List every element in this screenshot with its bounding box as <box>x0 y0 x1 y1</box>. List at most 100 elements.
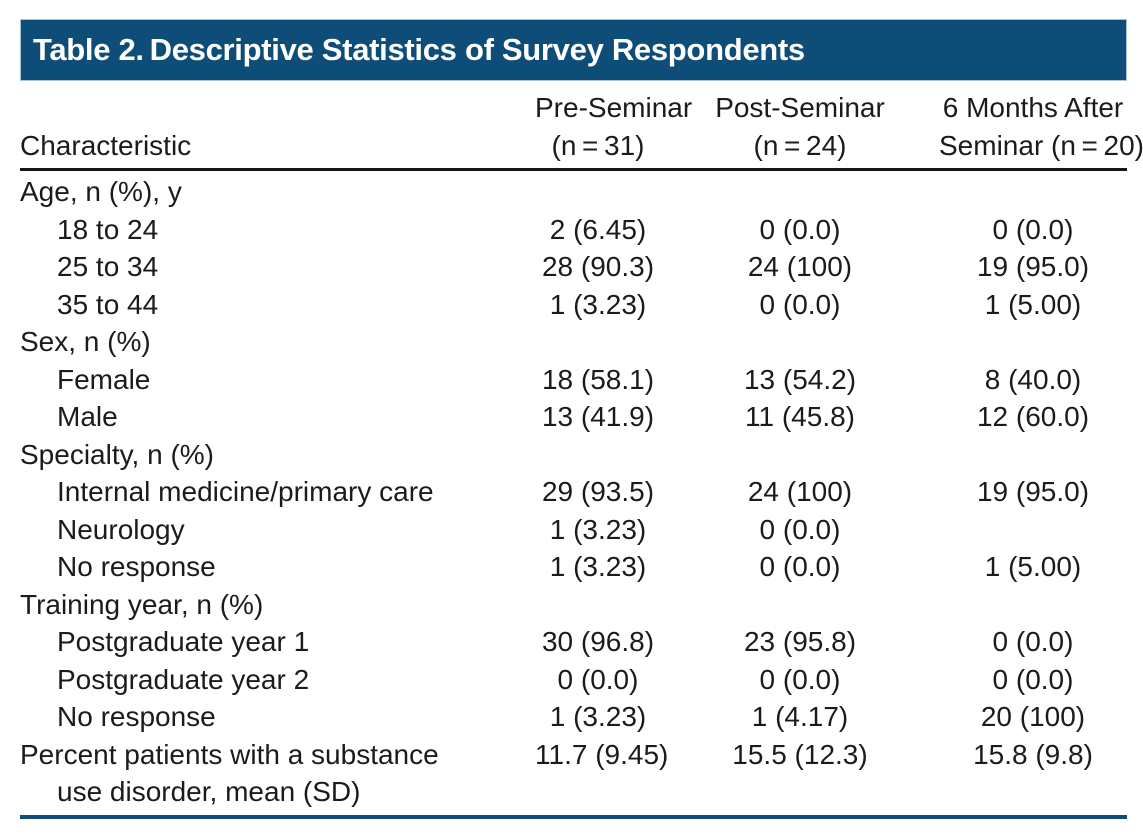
table-row: Sex, n (%) <box>20 323 1127 361</box>
row-label-line1: 35 to 44 <box>57 288 159 320</box>
cell-post-seminar: 11 (45.8) <box>745 401 855 432</box>
row-label: No response <box>20 698 535 736</box>
cell-pre-seminar: 1 (3.23) <box>549 551 647 582</box>
column-header-pre-seminar: Pre-Seminar (n = 31) <box>535 89 693 165</box>
row-label: Female <box>20 361 535 399</box>
cell-six-months-after: 0 (0.0) <box>992 663 1074 695</box>
column-header-pre-seminar-line1: Pre-Seminar <box>535 92 693 123</box>
table-body: Age, n (%), y 18 to 24 2 (6.45) 0 (0.0) … <box>20 171 1127 811</box>
row-label: Male <box>20 398 535 436</box>
cell-six-months-after: 8 (40.0) <box>984 363 1082 395</box>
row-label: 35 to 44 <box>20 286 535 324</box>
cell-pre-seminar: 11.7 (9.45) <box>535 738 669 770</box>
cell-pre-seminar: 28 (90.3) <box>541 251 655 282</box>
cell-post-seminar: 23 (95.8) <box>743 626 857 657</box>
row-label-line1: 25 to 34 <box>57 251 159 282</box>
column-header-pre-seminar-line2: (n = 31) <box>551 130 645 161</box>
cell-six-months-after: 19 (95.0) <box>976 251 1090 282</box>
row-label-line1: Postgraduate year 1 <box>57 626 310 657</box>
table-row: Neurology 1 (3.23) 0 (0.0) <box>20 511 1127 549</box>
cell-six-months-after: 12 (60.0) <box>976 401 1090 432</box>
column-header-characteristic: Characteristic <box>20 130 192 161</box>
table-row: 35 to 44 1 (3.23) 0 (0.0) 1 (5.00) <box>20 286 1127 324</box>
table-row: Postgraduate year 1 30 (96.8) 23 (95.8) … <box>20 623 1127 661</box>
cell-pre-seminar: 13 (41.9) <box>541 401 655 432</box>
row-label-line1: Female <box>57 363 151 395</box>
column-header-post-seminar-line1: Post-Seminar <box>715 92 885 123</box>
table-row: Male 13 (41.9) 11 (45.8) 12 (60.0) <box>20 398 1127 436</box>
column-header-six-months-after-line2: Seminar (n = 20) <box>939 130 1143 161</box>
column-header-post-seminar: Post-Seminar (n = 24) <box>661 89 939 165</box>
cell-pre-seminar: 30 (96.8) <box>541 626 655 657</box>
row-label: Age, n (%), y <box>20 173 535 211</box>
row-label-line1: Specialty, n (%) <box>20 438 214 470</box>
row-label-line1: 18 to 24 <box>57 213 159 245</box>
table-header-row: Characteristic Pre-Seminar (n = 31) Post… <box>20 81 1143 165</box>
row-label: Neurology <box>20 511 535 549</box>
cell-six-months-after: 19 (95.0) <box>976 476 1090 507</box>
table-row: Internal medicine/primary care 29 (93.5)… <box>20 473 1127 511</box>
table-row: 18 to 24 2 (6.45) 0 (0.0) 0 (0.0) <box>20 211 1127 249</box>
cell-post-seminar: 13 (54.2) <box>743 363 857 395</box>
cell-six-months-after: 15.8 (9.8) <box>973 738 1093 770</box>
row-label: Specialty, n (%) <box>20 436 535 474</box>
table-row: Postgraduate year 2 0 (0.0) 0 (0.0) 0 (0… <box>20 661 1127 699</box>
row-label: Internal medicine/primary care <box>20 473 535 511</box>
column-header-six-months-after-line1: 6 Months After <box>942 92 1124 123</box>
row-label-line1: No response <box>57 551 216 582</box>
cell-post-seminar: 24 (100) <box>747 251 853 282</box>
row-label-line1: Sex, n (%) <box>20 326 151 357</box>
cell-post-seminar: 0 (0.0) <box>759 513 841 545</box>
row-label: No response <box>20 548 535 586</box>
cell-six-months-after: 0 (0.0) <box>992 626 1074 657</box>
header-rule <box>20 168 1127 171</box>
cell-six-months-after: 1 (5.00) <box>984 551 1082 582</box>
row-label: 18 to 24 <box>20 211 535 249</box>
cell-six-months-after: 0 (0.0) <box>992 213 1074 245</box>
row-label-line1: Male <box>57 401 118 432</box>
column-header-post-seminar-line2: (n = 24) <box>753 130 847 161</box>
row-label: Sex, n (%) <box>20 323 535 361</box>
bottom-rule <box>20 814 1127 819</box>
table-row: Age, n (%), y <box>20 173 1127 211</box>
row-label-line2: use disorder, mean (SD) <box>57 776 361 807</box>
cell-pre-seminar: 1 (3.23) <box>549 513 647 545</box>
cell-pre-seminar: 1 (3.23) <box>549 701 647 732</box>
cell-pre-seminar: 29 (93.5) <box>541 476 655 507</box>
row-label: Postgraduate year 2 <box>20 661 535 699</box>
cell-post-seminar: 15.5 (12.3) <box>732 738 868 770</box>
table-row: Training year, n (%) <box>20 586 1127 624</box>
cell-pre-seminar: 1 (3.23) <box>549 288 647 320</box>
row-label-line1: Training year, n (%) <box>20 588 264 620</box>
table-row: No response 1 (3.23) 1 (4.17) 20 (100) <box>20 698 1127 736</box>
table-row: 25 to 34 28 (90.3) 24 (100) 19 (95.0) <box>20 248 1127 286</box>
row-label: 25 to 34 <box>20 248 535 286</box>
cell-post-seminar: 1 (4.17) <box>751 701 849 732</box>
row-label-line1: No response <box>57 701 216 732</box>
cell-post-seminar: 24 (100) <box>747 476 853 507</box>
table-row: Specialty, n (%) <box>20 436 1127 474</box>
cell-post-seminar: 0 (0.0) <box>759 213 841 245</box>
row-label: Training year, n (%) <box>20 586 535 624</box>
table-row: No response 1 (3.23) 0 (0.0) 1 (5.00) <box>20 548 1127 586</box>
cell-post-seminar: 0 (0.0) <box>759 288 841 320</box>
cell-pre-seminar: 0 (0.0) <box>557 663 639 695</box>
table-title-bar: Table 2. Descriptive Statistics of Surve… <box>20 19 1127 81</box>
cell-post-seminar: 0 (0.0) <box>759 663 841 695</box>
table-title: Table 2. Descriptive Statistics of Surve… <box>33 32 805 67</box>
cell-pre-seminar: 2 (6.45) <box>549 213 647 245</box>
cell-six-months-after: 1 (5.00) <box>984 288 1082 320</box>
row-label: Percent patients with a substance use di… <box>20 736 535 811</box>
row-label-line1: Percent patients with a substance <box>20 738 439 770</box>
column-header-six-months-after: 6 Months After Seminar (n = 20) <box>939 89 1143 165</box>
row-label: Postgraduate year 1 <box>20 623 535 661</box>
cell-six-months-after: 20 (100) <box>980 701 1086 732</box>
table-row: Female 18 (58.1) 13 (54.2) 8 (40.0) <box>20 361 1127 399</box>
table-row: Percent patients with a substance use di… <box>20 736 1127 811</box>
cell-post-seminar: 0 (0.0) <box>759 551 841 582</box>
cell-pre-seminar: 18 (58.1) <box>541 363 655 395</box>
row-label-line1: Internal medicine/primary care <box>57 476 434 507</box>
row-label-line1: Age, n (%), y <box>20 176 182 207</box>
row-label-line1: Postgraduate year 2 <box>57 663 310 695</box>
